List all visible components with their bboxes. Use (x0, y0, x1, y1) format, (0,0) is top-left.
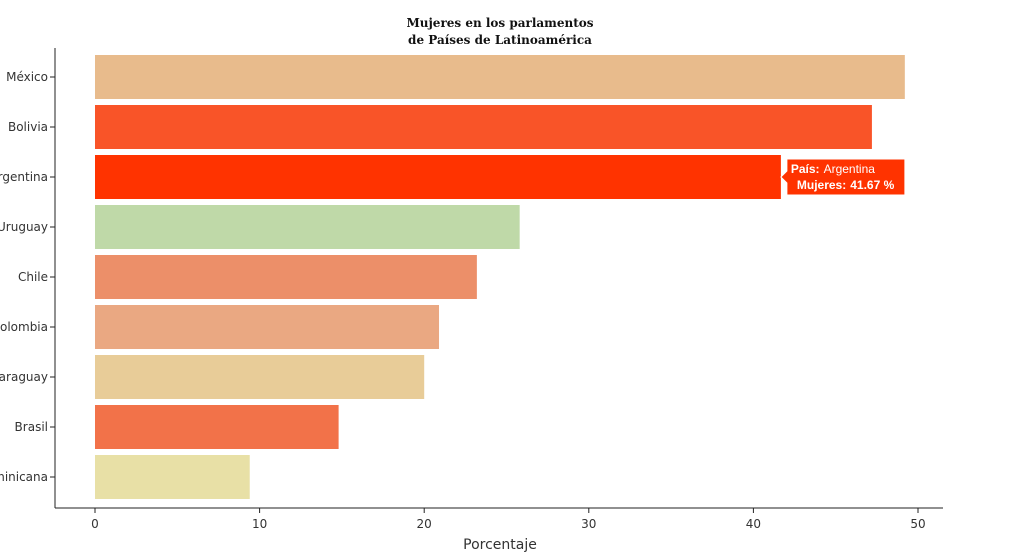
y-tick-label: Bolivia (8, 120, 48, 134)
y-tick-label: rgentina (0, 170, 48, 184)
bar-5[interactable] (95, 255, 477, 299)
x-tick-label: 20 (417, 517, 432, 531)
y-tick-label: México (6, 70, 48, 84)
bar-7[interactable] (95, 355, 425, 399)
tooltip-line-country: País: Argentina (791, 162, 875, 176)
axes-group (54, 48, 943, 509)
chart-title-line-2: de Países de Latinoamérica (408, 33, 592, 47)
bar-3[interactable] (95, 155, 781, 199)
x-tick-label: 30 (581, 517, 596, 531)
bars-group (95, 55, 905, 499)
tooltip-box (780, 158, 906, 196)
x-ticks-group: 0 10 20 30 40 50 (91, 508, 926, 531)
tooltip-value-text: 41.67 % (850, 178, 894, 192)
x-tick-label: 40 (746, 517, 761, 531)
tooltip-line-value: Mujeres: 41.67 % (797, 178, 895, 192)
y-tick-label: minicana (0, 470, 48, 484)
x-tick-label: 50 (910, 517, 925, 531)
x-tick-label: 0 (91, 517, 99, 531)
y-tick-label: araguay (0, 370, 48, 384)
y-ticks-group: México Bolivia rgentina Uruguay Chile olombia… (0, 70, 55, 484)
y-tick-label: Uruguay (0, 220, 48, 234)
tooltip-value-label: Mujeres: (797, 178, 846, 192)
x-axis-title: Porcentaje (463, 537, 537, 553)
bar-6[interactable] (95, 305, 440, 349)
bar-1[interactable] (95, 55, 905, 99)
chart-title-line-1: Mujeres en los parlamentos (406, 16, 593, 30)
hover-tooltip: País: Argentina Mujeres: 41.67 % (780, 158, 906, 196)
bar-8[interactable] (95, 405, 339, 449)
bar-9[interactable] (95, 455, 250, 499)
bar-4[interactable] (95, 205, 520, 249)
y-tick-label: olombia (0, 320, 48, 334)
y-tick-label: Chile (18, 270, 48, 284)
x-tick-label: 10 (252, 517, 267, 531)
tooltip-country-label: País: (791, 162, 820, 176)
y-tick-label: Brasil (15, 420, 48, 434)
tooltip-country-value: Argentina (824, 162, 876, 176)
bar-2[interactable] (95, 105, 872, 149)
